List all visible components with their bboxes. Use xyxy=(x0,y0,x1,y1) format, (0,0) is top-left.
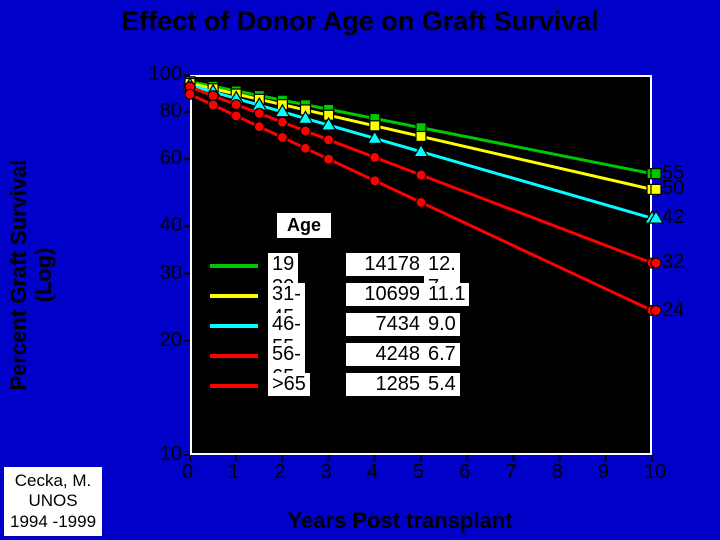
series-marker xyxy=(416,131,426,141)
legend-swatch xyxy=(210,324,258,328)
x-tick-label: 1 xyxy=(228,461,239,484)
series-marker xyxy=(254,108,264,118)
legend-swatch xyxy=(210,354,258,358)
series-marker xyxy=(324,154,334,164)
x-tick-label: 4 xyxy=(367,461,378,484)
legend-n: 4248 xyxy=(346,343,424,366)
series-end-label: 50 xyxy=(662,177,684,200)
x-tick-label: 7 xyxy=(505,461,516,484)
legend-swatch xyxy=(210,294,258,298)
legend-halflife: 5.4 xyxy=(424,373,460,396)
series-marker xyxy=(277,132,287,142)
series-marker xyxy=(416,197,426,207)
x-tick-label: 0 xyxy=(182,461,193,484)
series-end-label: 42 xyxy=(662,206,684,229)
series-marker xyxy=(254,122,264,132)
series-marker xyxy=(231,100,241,110)
series-end-label: 32 xyxy=(662,251,684,274)
series-marker xyxy=(370,152,380,162)
legend-n: 7434 xyxy=(346,313,424,336)
legend-halflife: 11.1 xyxy=(424,283,469,306)
legend-title: Age xyxy=(277,213,331,238)
y-tick-label: 100 xyxy=(149,63,182,86)
series-marker xyxy=(185,89,195,99)
y-tick-label: 20 xyxy=(160,329,182,352)
legend-swatch xyxy=(210,264,258,268)
x-tick-label: 10 xyxy=(644,461,666,484)
series-marker xyxy=(301,143,311,153)
x-tick-label: 8 xyxy=(552,461,563,484)
y-tick-label: 40 xyxy=(160,214,182,237)
y-tick-label: 60 xyxy=(160,147,182,170)
slide-root: { "title": "Effect of Donor Age on Graft… xyxy=(0,0,720,540)
x-tick-label: 6 xyxy=(459,461,470,484)
series-marker xyxy=(324,135,334,145)
series-end-label: 24 xyxy=(662,299,684,322)
series-marker xyxy=(208,91,218,101)
series-marker xyxy=(301,126,311,136)
x-tick-label: 2 xyxy=(274,461,285,484)
x-tick-label: 3 xyxy=(321,461,332,484)
y-tick-label: 30 xyxy=(160,262,182,285)
x-tick-label: 5 xyxy=(413,461,424,484)
legend-n: 10699 xyxy=(346,283,424,306)
series-marker xyxy=(208,100,218,110)
series-marker xyxy=(370,121,380,131)
legend-halflife: 6.7 xyxy=(424,343,460,366)
series-marker xyxy=(277,117,287,127)
legend-swatch xyxy=(210,384,258,388)
legend-n: 1285 xyxy=(346,373,424,396)
x-tick-label: 9 xyxy=(598,461,609,484)
y-tick-label: 80 xyxy=(160,100,182,123)
series-marker xyxy=(416,170,426,180)
legend-category: >65 xyxy=(268,373,310,396)
legend-halflife: 9.0 xyxy=(424,313,460,336)
series-marker xyxy=(370,176,380,186)
series-marker xyxy=(231,111,241,121)
legend-n: 14178 xyxy=(346,253,424,276)
y-tick-label: 10 xyxy=(160,443,182,466)
